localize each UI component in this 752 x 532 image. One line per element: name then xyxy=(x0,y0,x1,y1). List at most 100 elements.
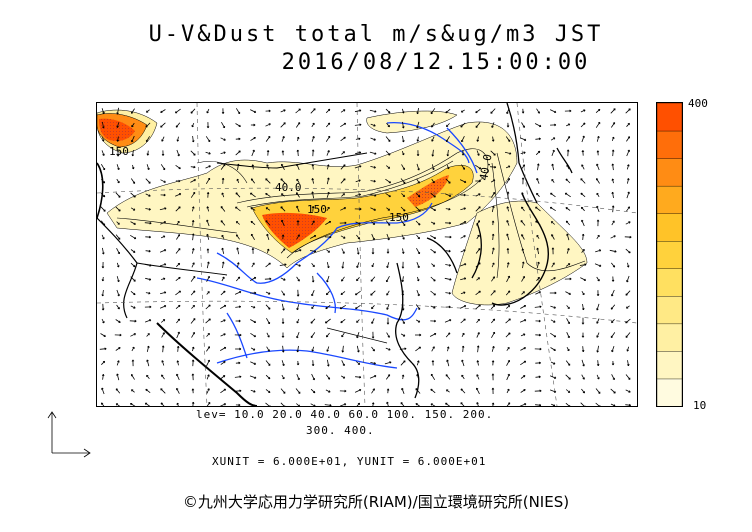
wind-arrow-head xyxy=(389,180,391,183)
wind-arrow-head xyxy=(191,233,194,236)
wind-arrow xyxy=(129,234,137,240)
wind-arrow xyxy=(371,388,375,394)
wind-arrow xyxy=(341,248,345,254)
wind-arrow xyxy=(249,375,257,379)
wind-arrow-head xyxy=(208,152,211,154)
wind-arrow xyxy=(116,276,120,282)
wind-arrow-head xyxy=(146,140,149,143)
wind-arrow xyxy=(311,220,315,226)
wind-arrow xyxy=(205,151,211,155)
wind-arrow xyxy=(536,193,540,197)
wind-arrow-head xyxy=(596,150,599,153)
wind-arrow-head xyxy=(539,124,542,127)
wind-arrow xyxy=(311,290,315,296)
wind-arrow xyxy=(581,359,585,367)
wind-arrow xyxy=(341,276,345,282)
wind-arrow xyxy=(312,191,314,199)
wind-arrow-head xyxy=(358,137,361,139)
wind-arrow-head xyxy=(356,279,359,282)
wind-arrow-head xyxy=(417,112,419,115)
wind-arrow xyxy=(206,234,210,240)
wind-arrow-head xyxy=(283,278,286,281)
wind-arrow-head xyxy=(627,164,629,167)
wind-arrow xyxy=(237,262,239,268)
wind-arrow xyxy=(537,247,539,255)
wind-arrow xyxy=(430,248,436,254)
wind-arrow-head xyxy=(236,247,238,250)
wind-arrow xyxy=(115,234,121,240)
wind-arrow xyxy=(325,136,331,142)
wind-arrow xyxy=(310,388,316,394)
wind-arrow xyxy=(549,375,557,379)
wind-arrow xyxy=(385,347,391,351)
wind-arrow xyxy=(625,332,631,338)
wind-arrow-head xyxy=(446,346,449,349)
wind-arrow-head xyxy=(329,403,332,406)
wind-arrow xyxy=(281,360,285,366)
wind-arrow xyxy=(252,164,254,170)
wind-arrow xyxy=(175,304,181,310)
wind-arrow xyxy=(490,318,496,324)
wind-arrow xyxy=(595,109,601,113)
wind-arrow-head xyxy=(374,166,376,168)
wind-arrow xyxy=(371,305,375,309)
wind-arrow xyxy=(326,206,330,212)
wind-arrow xyxy=(506,108,510,114)
wind-arrow-head xyxy=(358,252,360,255)
wind-arrow xyxy=(459,179,467,183)
wind-arrow-head xyxy=(358,350,360,353)
wind-arrow-head xyxy=(433,264,435,267)
wind-arrow-head xyxy=(596,308,599,311)
wind-arrow-head xyxy=(298,404,300,406)
wind-arrow xyxy=(444,193,452,197)
wind-arrow xyxy=(521,192,525,198)
wind-arrow xyxy=(310,318,316,324)
wind-arrow xyxy=(190,150,196,156)
wind-arrow xyxy=(430,305,436,309)
wind-arrow xyxy=(100,220,106,226)
wind-arrow xyxy=(220,388,226,394)
wind-arrow-head xyxy=(223,164,226,166)
wind-arrow-head xyxy=(327,191,330,194)
wind-arrow-head xyxy=(448,207,451,210)
wind-arrow-head xyxy=(222,111,225,114)
wind-arrow-head xyxy=(417,154,420,157)
wind-arrow xyxy=(102,247,104,255)
wind-arrow-head xyxy=(206,206,208,209)
wind-arrow xyxy=(280,122,286,128)
wind-arrow-head xyxy=(539,347,542,350)
wind-arrow xyxy=(402,248,404,254)
wind-arrow-head xyxy=(449,221,452,224)
wind-arrow xyxy=(579,264,587,266)
wind-arrow xyxy=(206,346,210,352)
wind-arrow-head xyxy=(538,319,541,322)
wind-arrow-head xyxy=(282,321,285,324)
wind-arrow-head xyxy=(388,208,390,211)
wind-arrow xyxy=(191,262,195,268)
wind-arrow-head xyxy=(566,149,569,152)
wind-arrow xyxy=(102,121,104,129)
wind-arrow-head xyxy=(403,251,405,254)
wind-arrow xyxy=(506,305,510,309)
wind-arrow xyxy=(235,206,241,212)
wind-arrow xyxy=(627,262,629,268)
wind-arrow-head xyxy=(356,266,359,269)
wind-arrow xyxy=(342,345,344,353)
wind-arrow xyxy=(551,149,555,157)
wind-arrow-head xyxy=(464,180,467,183)
wind-arrow xyxy=(506,233,510,241)
wind-arrow-head xyxy=(297,122,300,124)
wind-arrow xyxy=(265,304,271,310)
wind-arrow xyxy=(430,207,436,211)
wind-arrow xyxy=(235,123,241,127)
wind-arrow-head xyxy=(462,332,465,335)
wind-arrow xyxy=(565,263,571,267)
wind-arrow-head xyxy=(521,248,523,251)
wind-arrow xyxy=(310,108,316,114)
wind-arrow-head xyxy=(206,248,209,251)
wind-arrow-head xyxy=(102,294,105,297)
wind-arrow xyxy=(400,206,406,212)
wind-arrow xyxy=(625,221,631,225)
wind-arrow xyxy=(190,318,196,324)
wind-arrow-head xyxy=(389,361,392,363)
